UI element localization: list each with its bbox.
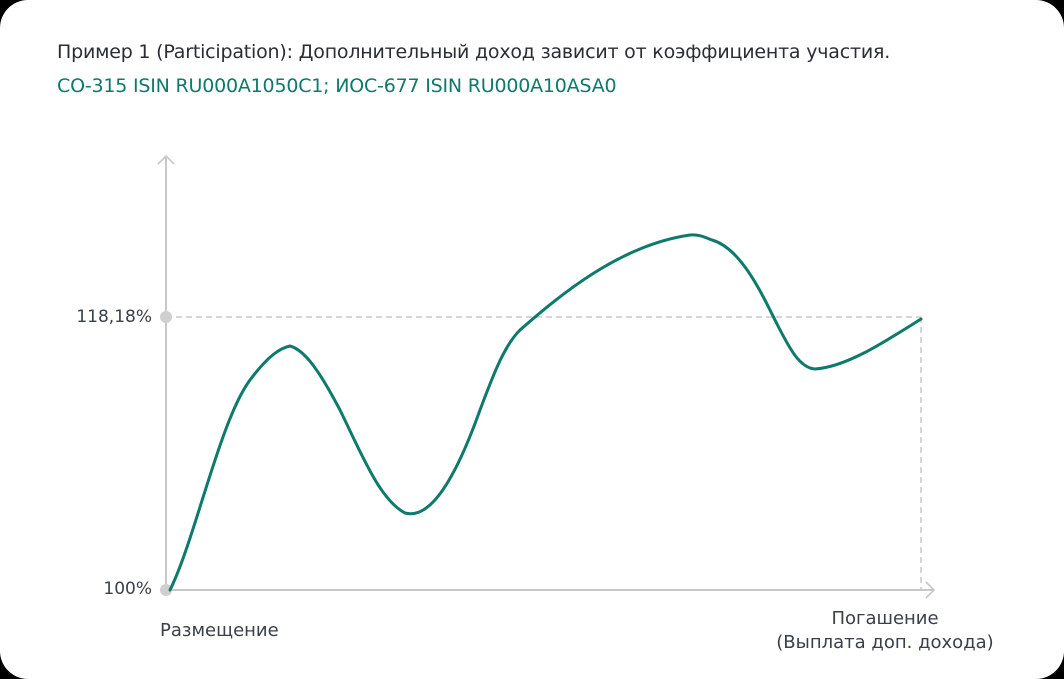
title-rest: Дополнительный доход зависит от коэффици… [292,41,891,63]
x-label-end-line2: (Выплата доп. дохода) [776,632,994,653]
x-label-end: Погашение (Выплата доп. дохода) [760,608,1010,653]
performance-curve [168,233,923,592]
y-marker-100 [160,584,172,596]
x-axis-arrow-icon [925,581,936,599]
title-prefix: Пример 1 (Participation): [57,41,293,63]
y-axis-arrow-icon [157,154,175,165]
y-label-top: 118,18% [76,307,152,327]
x-label-start: Размещение [160,620,279,641]
y-marker-118 [160,311,172,323]
y-label-bottom: 100% [103,579,152,599]
chart-title: Пример 1 (Participation): Дополнительный… [57,41,890,63]
chart-subtitle: СО-315 ISIN RU000A1050C1; ИОС-677 ISIN R… [57,75,617,97]
x-label-end-line1: Погашение [831,608,939,629]
